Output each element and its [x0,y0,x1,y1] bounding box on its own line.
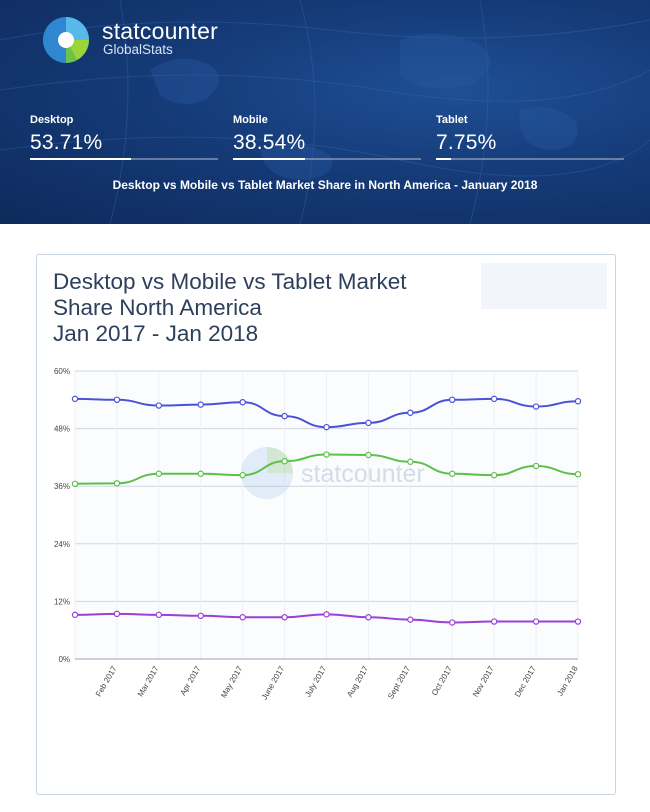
y-tick-label: 12% [54,597,70,606]
data-point-desktop [574,398,582,405]
x-tick-label: Jan 2018 [555,664,580,697]
data-point-tablet [281,614,288,621]
stat-desktop-bar [30,158,218,160]
chart-options-placeholder [481,263,607,309]
data-point-mobile [449,470,456,477]
watermark-logo [241,447,293,499]
world-map-background [0,0,650,224]
data-point-tablet [239,614,246,621]
chart-title: Desktop vs Mobile vs Tablet Market Share… [53,269,453,347]
stat-tablet-value: 7.75% [436,131,497,154]
stat-desktop-label: Desktop [30,114,74,126]
data-point-tablet [365,614,372,621]
y-tick-label: 24% [54,540,70,549]
data-point-mobile [365,451,372,459]
data-point-mobile [532,462,540,470]
data-point-desktop [281,412,288,420]
data-point-tablet [113,610,121,618]
watermark-logo-slice [267,447,293,473]
stat-mobile: Mobile 38.54% [233,114,421,160]
data-point-mobile [113,480,121,487]
data-point-desktop [365,419,372,427]
data-point-mobile [574,470,582,478]
stat-desktop: Desktop 53.71% [30,114,218,160]
stat-mobile-value: 38.54% [233,131,306,154]
data-point-mobile [323,451,330,458]
data-point-tablet [71,611,79,619]
y-tick-label: 36% [54,482,70,491]
statcounter-logo [43,17,89,63]
x-tick-label: June 2017 [260,664,287,701]
data-point-mobile [155,470,163,477]
data-point-mobile [281,458,288,465]
stat-tablet: Tablet 7.75% [436,114,624,160]
x-tick-label: Oct 2017 [430,664,454,697]
data-point-mobile [197,470,204,477]
data-point-desktop [490,395,498,403]
stat-desktop-value: 53.71% [30,131,103,154]
chart-title-line-1: Desktop vs Mobile vs Tablet Market [53,269,407,294]
header-caption: Desktop vs Mobile vs Tablet Market Share… [112,178,538,192]
x-tick-label: Nov 2017 [471,664,496,699]
x-tick-label: Sept 2017 [386,664,412,701]
stat-tablet-bar-fill [436,158,451,160]
data-point-mobile [239,471,246,479]
x-tick-label: Aug 2017 [345,664,370,699]
header-banner: statcounter GlobalStats Desktop 53.71% M… [0,0,650,224]
data-point-desktop [323,423,330,431]
data-point-tablet [155,611,163,619]
chart-title-line-3: Jan 2017 - Jan 2018 [53,321,259,346]
line-chart: 0% 12% 24% 36% 48% 60% statcounter Feb 2017 Mar … [54,367,582,701]
data-point-desktop [197,401,204,408]
data-point-tablet [574,618,582,625]
stat-mobile-bar [233,158,421,160]
data-point-tablet [197,612,204,619]
data-point-desktop [532,403,540,410]
x-tick-label: Apr 2017 [178,664,202,697]
watermark-text: statcounter [301,460,425,488]
x-tick-label: Mar 2017 [136,664,161,698]
data-point-desktop [239,398,246,406]
x-tick-label: Dec 2017 [513,664,538,699]
data-point-tablet [490,618,498,625]
data-point-desktop [449,396,456,403]
data-point-desktop [155,402,163,409]
data-point-mobile [71,480,79,487]
data-point-tablet [532,618,540,625]
x-tick-label: May 2017 [219,664,245,699]
stat-tablet-label: Tablet [436,114,468,126]
data-point-mobile [490,471,498,479]
data-point-desktop [71,395,79,403]
x-tick-label: July 2017 [303,664,328,699]
brand-product: GlobalStats [103,42,173,57]
stat-mobile-bar-fill [233,158,306,160]
stat-desktop-bar-fill [30,158,131,160]
chart-card: Desktop vs Mobile vs Tablet Market Share… [36,254,616,795]
y-tick-label: 60% [54,367,70,376]
stat-mobile-label: Mobile [233,114,268,126]
data-point-desktop [407,409,414,416]
data-point-desktop [113,396,121,403]
brand-name: statcounter [102,18,218,44]
data-point-tablet [407,616,414,623]
x-tick-label: Feb 2017 [94,664,119,698]
chart-title-line-2: Share North America [53,295,262,320]
data-point-mobile [407,458,414,465]
y-tick-label: 0% [58,655,70,664]
data-point-tablet [323,611,330,618]
stat-tablet-bar [436,158,624,160]
y-tick-label: 48% [54,425,70,434]
data-point-tablet [449,619,456,626]
